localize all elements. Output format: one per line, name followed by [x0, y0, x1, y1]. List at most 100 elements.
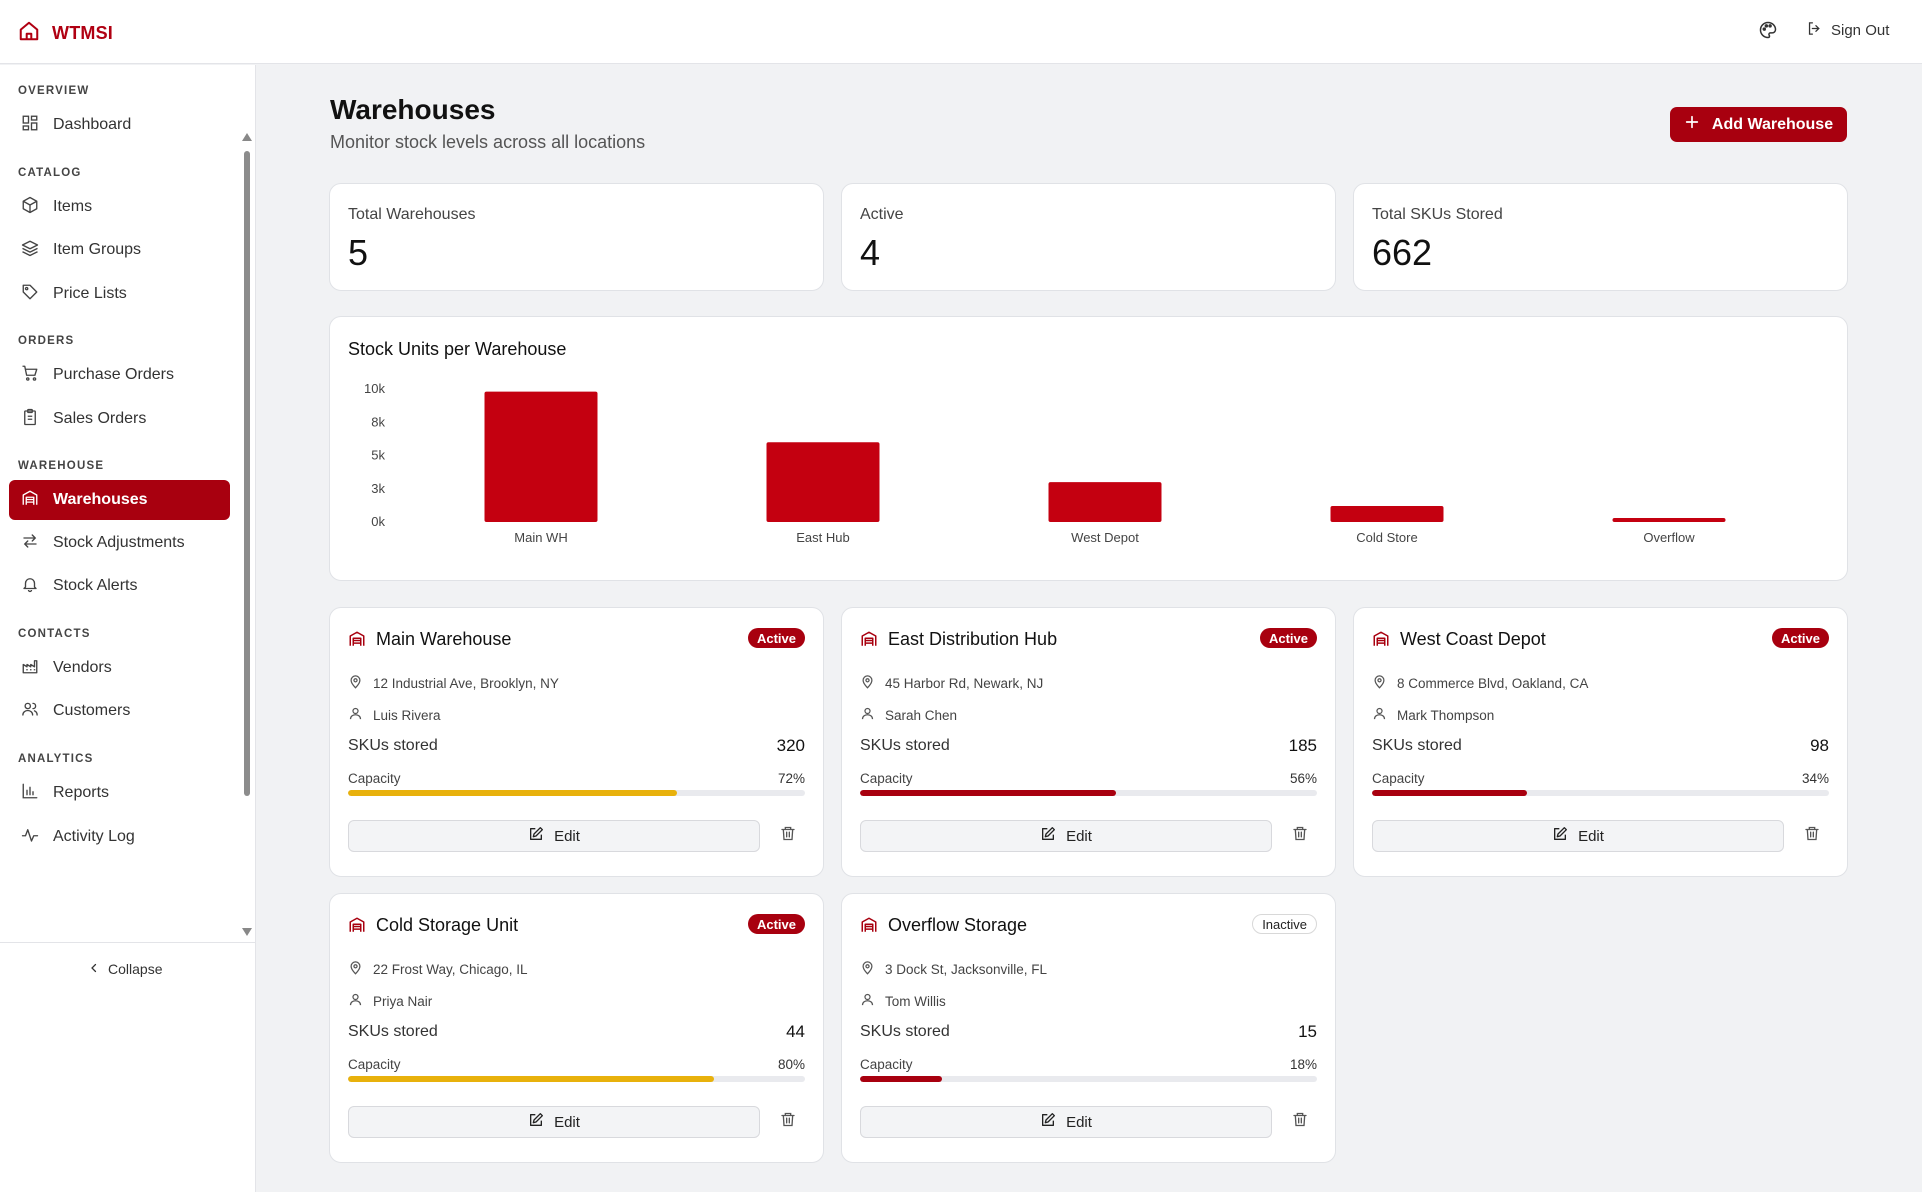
status-badge: Active: [747, 914, 805, 934]
sidebar-item-vendors[interactable]: Vendors: [9, 648, 230, 688]
user-icon: [860, 706, 875, 724]
sidebar-item-stock-adjustments[interactable]: Stock Adjustments: [9, 523, 230, 563]
sidebar-item-label: Activity Log: [53, 828, 135, 845]
scroll-down-arrow[interactable]: [242, 928, 252, 936]
section-label-overview: OVERVIEW: [18, 85, 90, 97]
edit-label: Edit: [1066, 827, 1092, 845]
factory-icon: [21, 657, 39, 680]
map-pin-icon: [860, 674, 875, 692]
capacity-bar-fill: [348, 790, 678, 796]
delete-button[interactable]: [778, 826, 798, 846]
bar-chart-icon: [21, 782, 39, 805]
chevron-left-icon: [88, 961, 100, 977]
map-pin-icon: [348, 960, 363, 978]
capacity-value: 56%: [1289, 771, 1317, 786]
warehouse-icon: [348, 916, 366, 939]
warehouse-manager: Sarah Chen: [885, 707, 958, 723]
collapse-label: Collapse: [108, 961, 163, 977]
address-row: 45 Harbor Rd, Newark, NJ: [860, 674, 1043, 692]
delete-button[interactable]: [1290, 1112, 1310, 1132]
stat-label: Total Warehouses: [348, 206, 476, 223]
brand[interactable]: WTMSI: [18, 20, 113, 47]
trash-icon: [780, 1111, 796, 1133]
capacity-value: 72%: [777, 771, 805, 786]
sidebar-item-label: Stock Adjustments: [53, 534, 185, 551]
sidebar-item-sales-orders[interactable]: Sales Orders: [9, 399, 230, 439]
manager-row: Mark Thompson: [1372, 706, 1494, 724]
sign-out-button[interactable]: Sign Out: [1806, 20, 1889, 41]
edit-button[interactable]: Edit: [348, 820, 760, 852]
dashboard-icon: [21, 114, 39, 137]
sidebar-item-label: Price Lists: [53, 285, 127, 302]
x-tick-label: East Hub: [796, 530, 849, 545]
chart-bar[interactable]: [1330, 506, 1444, 522]
warehouse-icon: [860, 630, 878, 653]
brand-name: WTMSI: [52, 23, 113, 43]
sidebar-item-customers[interactable]: Customers: [9, 691, 230, 731]
sidebar-item-items[interactable]: Items: [9, 187, 230, 227]
skus-value: 320: [776, 736, 805, 755]
scroll-up-arrow[interactable]: [242, 133, 252, 141]
stat-value: 662: [1372, 232, 1433, 273]
theme-button[interactable]: [1756, 20, 1780, 44]
sidebar-item-stock-alerts[interactable]: Stock Alerts: [9, 566, 230, 606]
y-tick-label: 8k: [371, 414, 385, 429]
sidebar-item-item-groups[interactable]: Item Groups: [9, 230, 230, 270]
sidebar-item-price-lists[interactable]: Price Lists: [9, 274, 230, 314]
edit-button[interactable]: Edit: [348, 1106, 760, 1138]
sidebar-item-dashboard[interactable]: Dashboard: [9, 105, 230, 145]
manager-row: Luis Rivera: [348, 706, 441, 724]
stat-label: Active: [860, 206, 904, 223]
chart-bar[interactable]: [766, 442, 880, 522]
cart-icon: [21, 364, 39, 387]
delete-button[interactable]: [778, 1112, 798, 1132]
tag-icon: [21, 283, 39, 306]
address-row: 3 Dock St, Jacksonville, FL: [860, 960, 1047, 978]
edit-button[interactable]: Edit: [1372, 820, 1784, 852]
sidebar-item-label: Items: [53, 198, 93, 215]
capacity-bar-fill: [348, 1076, 714, 1082]
layers-icon: [21, 239, 39, 262]
sidebar-scrollbar[interactable]: [244, 151, 250, 796]
status-badge: Active: [1771, 628, 1829, 648]
warehouse-manager: Tom Willis: [885, 993, 946, 1009]
edit-label: Edit: [554, 1113, 580, 1131]
edit-icon: [1552, 826, 1568, 846]
users-icon: [21, 700, 39, 723]
user-icon: [348, 706, 363, 724]
delete-button[interactable]: [1290, 826, 1310, 846]
chart-bar[interactable]: [1048, 482, 1162, 522]
capacity-bar: [1372, 790, 1829, 796]
add-warehouse-button[interactable]: Add Warehouse: [1670, 107, 1847, 142]
section-label-orders: ORDERS: [18, 335, 75, 347]
sidebar-item-reports[interactable]: Reports: [9, 773, 230, 813]
sidebar-item-activity-log[interactable]: Activity Log: [9, 817, 230, 857]
skus-value: 98: [1810, 736, 1829, 755]
chart-bar[interactable]: [1612, 518, 1726, 522]
warehouse-card: Overflow Storage Inactive 3 Dock St, Jac…: [841, 893, 1336, 1163]
sidebar-item-warehouses[interactable]: Warehouses: [9, 480, 230, 520]
add-warehouse-label: Add Warehouse: [1711, 115, 1834, 133]
skus-value: 185: [1288, 736, 1317, 755]
chart-bar[interactable]: [484, 391, 598, 522]
arrows-icon: [21, 532, 39, 555]
capacity-bar-fill: [1372, 790, 1528, 796]
collapse-button[interactable]: Collapse: [88, 961, 162, 977]
capacity-bar: [860, 1076, 1317, 1082]
edit-button[interactable]: Edit: [860, 820, 1272, 852]
sidebar-item-purchase-orders[interactable]: Purchase Orders: [9, 355, 230, 395]
trash-icon: [1804, 825, 1820, 847]
edit-icon: [528, 826, 544, 846]
box-icon: [21, 196, 39, 219]
stat-label: Total SKUs Stored: [1372, 206, 1503, 223]
edit-button[interactable]: Edit: [860, 1106, 1272, 1138]
capacity-value: 34%: [1801, 771, 1829, 786]
edit-icon: [1040, 826, 1056, 846]
section-label-analytics: ANALYTICS: [18, 753, 94, 765]
delete-button[interactable]: [1802, 826, 1822, 846]
sidebar-item-label: Sales Orders: [53, 410, 147, 427]
status-badge: Active: [747, 628, 805, 648]
x-tick-label: Main WH: [514, 530, 567, 545]
sidebar-item-label: Warehouses: [53, 491, 148, 508]
stat-card-total-skus: Total SKUs Stored 662: [1353, 183, 1848, 291]
